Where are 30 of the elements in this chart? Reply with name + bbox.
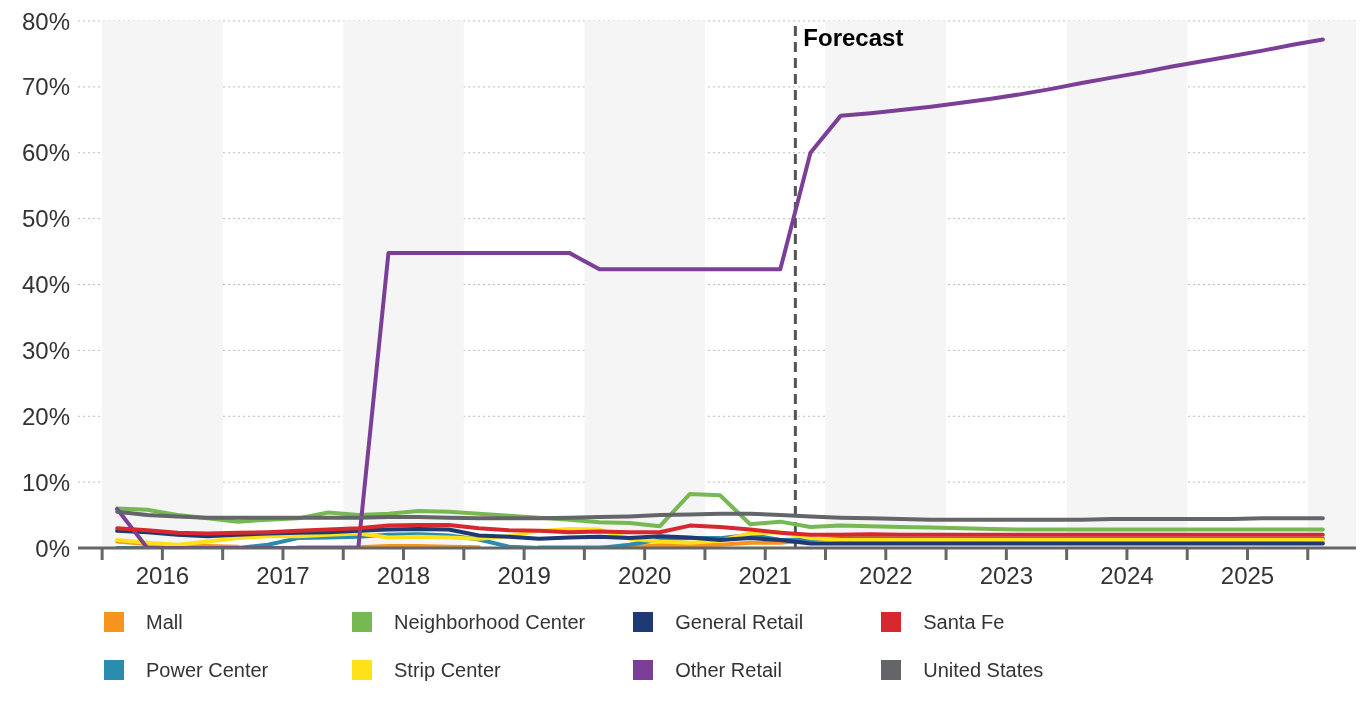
legend-label: Strip Center [394, 658, 501, 682]
legend-label: Other Retail [675, 658, 782, 682]
legend-label: Power Center [146, 658, 269, 682]
line-series [115, 522, 1325, 537]
y-tick-label: 0% [35, 534, 70, 562]
legend-label: General Retail [675, 610, 804, 634]
y-tick-label: 40% [21, 271, 70, 299]
x-tick-label: 2021 [738, 562, 792, 589]
ref-line-label: Forecast [803, 24, 904, 52]
x-tick-label: 2022 [859, 562, 913, 589]
y-tick-label: 80% [21, 7, 70, 35]
y-tick-label: 50% [21, 205, 70, 233]
x-tick-label: 2025 [1220, 562, 1275, 589]
y-tick-label: 70% [21, 73, 70, 101]
line-series [115, 509, 1325, 522]
y-tick-label: 10% [21, 468, 70, 496]
x-tick-label: 2023 [979, 562, 1034, 589]
x-tick-label: 2017 [256, 562, 310, 589]
x-tick-label: 2024 [1100, 562, 1154, 589]
x-tick-label: 2018 [376, 562, 431, 589]
x-tick-label: 2019 [497, 562, 551, 589]
legend-label: Mall [146, 610, 183, 634]
y-tick-label: 30% [21, 336, 70, 364]
x-tick-label: 2020 [617, 562, 672, 589]
legend-label: Neighborhood Center [394, 610, 586, 634]
y-tick-label: 20% [21, 402, 70, 430]
legend-label: United States [923, 658, 1044, 682]
x-tick-label: 2016 [135, 562, 190, 589]
y-tick-label: 60% [21, 139, 70, 167]
legend-label: Santa Fe [923, 610, 1005, 634]
